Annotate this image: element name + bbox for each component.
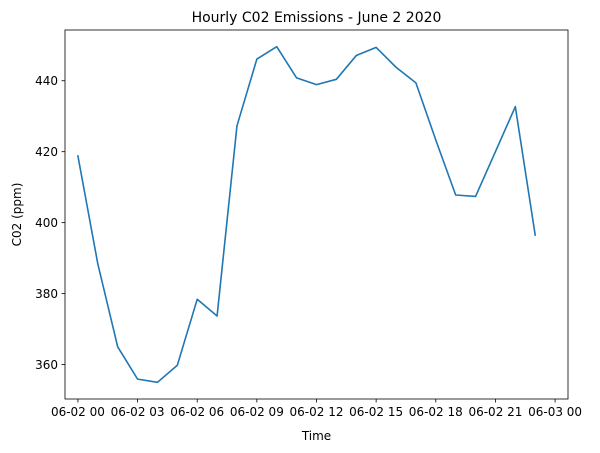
y-axis-label: C02 (ppm) (10, 183, 24, 247)
y-axis-ticks: 360 380 400 420 440 (35, 74, 65, 372)
x-tick-label: 06-02 06 (170, 405, 224, 419)
x-tick-label: 06-02 00 (51, 405, 105, 419)
plot-area (65, 30, 568, 399)
y-tick-label: 440 (35, 74, 58, 88)
y-tick-label: 420 (35, 145, 58, 159)
x-tick-label: 06-02 09 (230, 405, 284, 419)
x-tick-label: 06-02 12 (290, 405, 344, 419)
x-tick-label: 06-02 18 (409, 405, 463, 419)
plot-background (65, 30, 568, 399)
x-axis-ticks: 06-02 00 06-02 03 06-02 06 06-02 09 06-02 12… (51, 399, 582, 419)
y-tick-label: 380 (35, 287, 58, 301)
x-tick-label: 06-02 15 (349, 405, 403, 419)
y-tick-label: 400 (35, 216, 58, 230)
series-line (76, 45, 537, 384)
y-tick-label: 360 (35, 358, 58, 372)
plot-frame (64, 29, 569, 400)
chart-title: Hourly C02 Emissions - June 2 2020 (192, 10, 442, 26)
x-tick-label: 06-02 03 (111, 405, 165, 419)
series-layer (76, 45, 537, 384)
x-axis-label: Time (301, 429, 331, 443)
x-tick-label: 06-03 00 (528, 405, 582, 419)
x-tick-label: 06-02 21 (468, 405, 522, 419)
